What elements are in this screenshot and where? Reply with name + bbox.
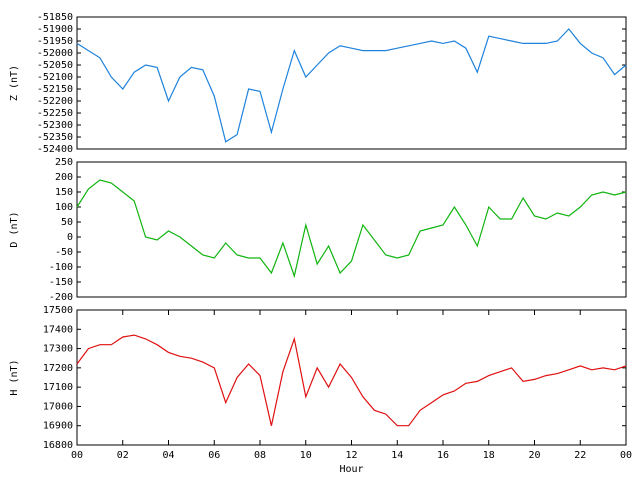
y-tick-label: 16900 (43, 421, 73, 432)
x-tick-label: 16 (437, 450, 449, 461)
y-tick-label: -51850 (37, 12, 73, 23)
y-tick-label: -51950 (37, 36, 73, 47)
x-tick-label: 00 (71, 450, 83, 461)
y-tick-label: -52200 (37, 96, 73, 107)
y-tick-label: -50 (55, 247, 73, 258)
x-tick-label: 18 (483, 450, 495, 461)
panel-frame (76, 161, 627, 298)
y-tick-label: -100 (49, 262, 73, 273)
y-tick-label: 17400 (43, 324, 73, 335)
data-line (76, 179, 627, 279)
y-tick-label: -52350 (37, 132, 73, 143)
y-tick-label: 17100 (43, 382, 73, 393)
x-tick-label: 20 (528, 450, 540, 461)
y-tick-label: 250 (55, 157, 73, 168)
data-line (76, 334, 627, 427)
y-tick-label: -200 (49, 292, 73, 303)
x-tick-label: 02 (117, 450, 129, 461)
y-tick-label: -52400 (37, 144, 73, 155)
x-tick-label: 06 (208, 450, 220, 461)
y-tick-label: -52100 (37, 72, 73, 83)
y-tick-label: 17200 (43, 363, 73, 374)
y-axis-label: H (nT) (9, 359, 20, 395)
panel-frame (76, 16, 627, 150)
y-tick-label: 150 (55, 187, 73, 198)
y-tick-label: -52250 (37, 108, 73, 119)
y-tick-label: -52000 (37, 48, 73, 59)
y-tick-label: 16800 (43, 440, 73, 451)
x-tick-label: 00 (620, 450, 632, 461)
x-axis-label: Hour (339, 464, 363, 475)
y-tick-label: -52300 (37, 120, 73, 131)
x-tick-label: 14 (391, 450, 403, 461)
y-tick-label: 17000 (43, 401, 73, 412)
y-tick-label: -52050 (37, 60, 73, 71)
y-tick-label: 0 (67, 232, 73, 243)
y-tick-label: -150 (49, 277, 73, 288)
x-tick-label: 08 (254, 450, 266, 461)
y-tick-label: 17500 (43, 305, 73, 316)
y-axis-label: Z (nT) (9, 65, 20, 101)
y-tick-label: 200 (55, 172, 73, 183)
data-line (76, 28, 627, 143)
y-tick-label: 50 (61, 217, 73, 228)
x-tick-label: 12 (345, 450, 357, 461)
y-tick-label: 17300 (43, 344, 73, 355)
y-tick-label: -52150 (37, 84, 73, 95)
x-tick-label: 04 (162, 450, 174, 461)
x-tick-label: 10 (300, 450, 312, 461)
y-axis-label: D (nT) (9, 211, 20, 247)
x-tick-label: 22 (574, 450, 586, 461)
y-tick-label: -51900 (37, 24, 73, 35)
y-tick-label: 100 (55, 202, 73, 213)
